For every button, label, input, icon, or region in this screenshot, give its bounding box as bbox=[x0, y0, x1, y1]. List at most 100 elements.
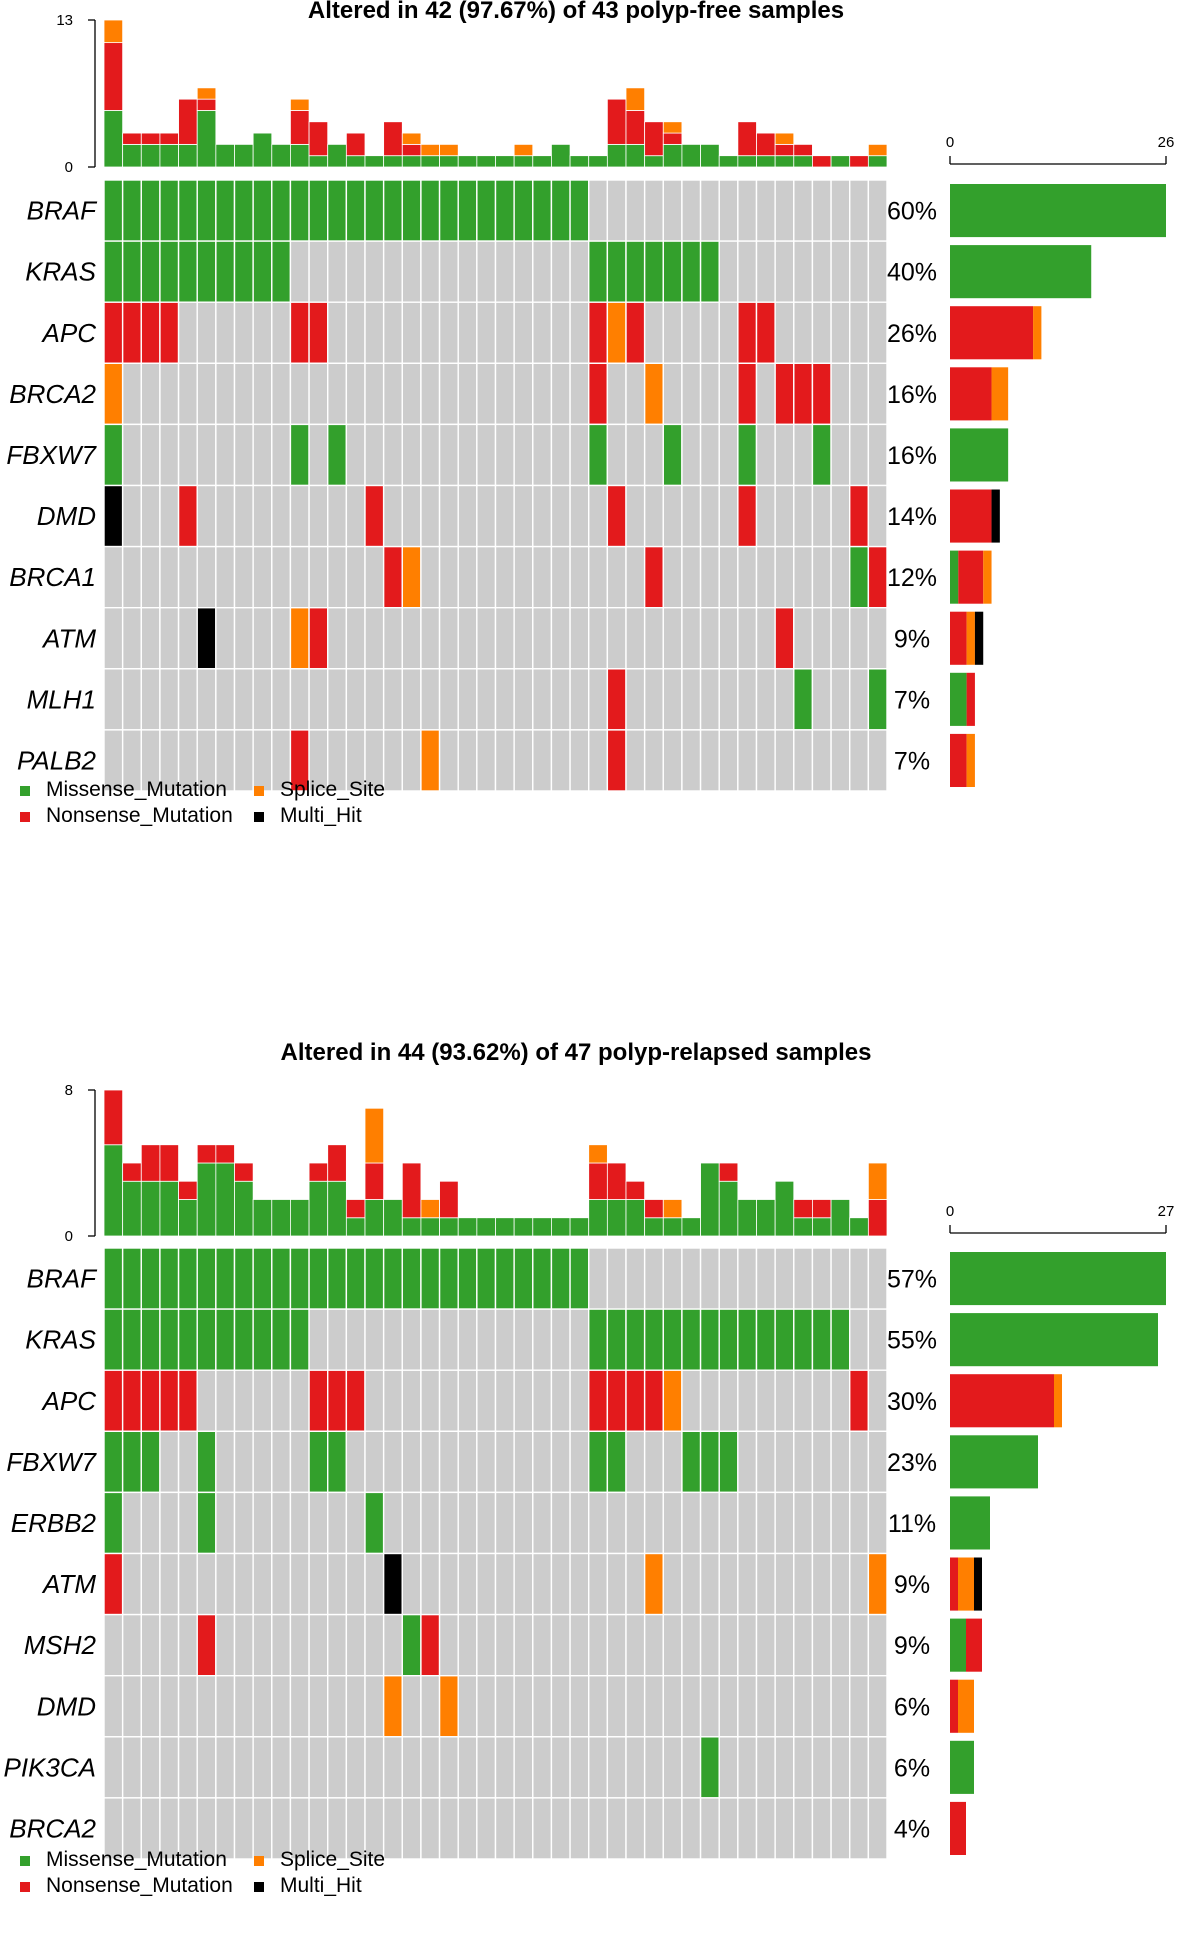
oncoplot-cell bbox=[364, 1491, 385, 1555]
oncoplot-cell bbox=[699, 1308, 720, 1371]
oncoplot-cell bbox=[121, 423, 142, 487]
top-bar-segment bbox=[215, 1162, 235, 1237]
percentage-label: 6% bbox=[894, 1693, 930, 1721]
top-bar-segment bbox=[345, 132, 366, 157]
oncoplot-cell bbox=[215, 1491, 236, 1555]
oncoplot-cell bbox=[662, 1613, 683, 1677]
top-bar-segment bbox=[774, 155, 795, 168]
oncoplot-cell bbox=[196, 1369, 217, 1432]
oncoplot-cell bbox=[532, 1430, 553, 1494]
oncoplot-cell bbox=[569, 1552, 590, 1616]
top-bar-segment bbox=[588, 1144, 608, 1164]
oncoplot-cell bbox=[271, 362, 292, 426]
oncoplot-cell bbox=[755, 301, 776, 365]
oncoplot-cell bbox=[532, 729, 553, 792]
oncoplot-cell bbox=[737, 668, 758, 731]
oncoplot-cell bbox=[718, 240, 739, 303]
oncoplot-cell bbox=[588, 1247, 609, 1310]
top-bar-segment bbox=[662, 1199, 683, 1219]
oncoplot-cell bbox=[588, 1369, 609, 1432]
side-bar-segment bbox=[991, 367, 1009, 421]
oncoplot-cell bbox=[867, 1613, 888, 1677]
oncoplot-cell bbox=[103, 1613, 124, 1677]
oncoplot-cell bbox=[457, 301, 478, 365]
oncoplot-cell bbox=[327, 240, 348, 303]
top-bar-segment bbox=[569, 1217, 590, 1237]
oncoplot-cell bbox=[327, 545, 348, 609]
oncoplot-cell bbox=[550, 729, 571, 792]
oncoplot-cell bbox=[364, 1613, 385, 1677]
oncoplot-cell bbox=[364, 179, 385, 242]
top-bar-segment bbox=[420, 143, 440, 157]
top-bar-segment bbox=[867, 1162, 888, 1200]
oncoplot-cell bbox=[252, 1552, 273, 1616]
oncoplot-cell bbox=[121, 240, 142, 303]
oncoplot-cell bbox=[196, 1674, 217, 1738]
side-bar-segment bbox=[950, 184, 1166, 238]
oncoplot-cell bbox=[345, 545, 366, 609]
oncoplot-cell bbox=[289, 1613, 310, 1677]
oncoplot-cell bbox=[438, 729, 459, 792]
top-bar-segment bbox=[662, 132, 683, 145]
oncoplot-cell bbox=[550, 1308, 571, 1371]
gene-label: MSH2 bbox=[24, 1630, 97, 1660]
oncoplot-cell bbox=[457, 1308, 478, 1371]
oncoplot-cell bbox=[774, 1491, 795, 1555]
side-axis-tick-label: 26 bbox=[1158, 134, 1175, 151]
oncoplot-cell bbox=[550, 1613, 571, 1677]
oncoplot-cell bbox=[625, 423, 646, 487]
percentage-label: 57% bbox=[887, 1266, 937, 1294]
oncoplot-cell bbox=[308, 179, 329, 242]
oncoplot-cell bbox=[662, 1797, 683, 1860]
oncoplot-cell bbox=[382, 1674, 403, 1738]
oncoplot-cell bbox=[401, 1247, 422, 1310]
oncoplot-cell bbox=[382, 484, 403, 548]
oncoplot-cell bbox=[550, 484, 571, 548]
oncoplot-cell bbox=[159, 1247, 180, 1310]
oncoplot-cell bbox=[681, 545, 702, 609]
oncoplot-cell bbox=[457, 240, 478, 303]
oncoplot-cell bbox=[494, 1308, 515, 1371]
oncoplot-cell bbox=[401, 1308, 422, 1371]
oncoplot-cell bbox=[364, 545, 385, 609]
oncoplot-cell bbox=[401, 301, 422, 365]
oncoplot-cell bbox=[793, 240, 814, 303]
side-bar-segment bbox=[950, 1252, 1166, 1306]
oncoplot-cell bbox=[718, 1491, 739, 1555]
oncoplot-cell bbox=[662, 301, 683, 365]
oncoplot-cell bbox=[737, 1308, 758, 1371]
oncoplot-cell bbox=[271, 1308, 292, 1371]
oncoplot-cell bbox=[140, 1430, 161, 1494]
oncoplot-cell bbox=[196, 1613, 217, 1677]
oncoplot-cell bbox=[233, 240, 254, 303]
oncoplot-cell bbox=[438, 1430, 459, 1494]
oncoplot-cell bbox=[550, 240, 571, 303]
oncoplot-cell bbox=[233, 1491, 254, 1555]
oncoplot-cell bbox=[252, 1736, 273, 1799]
percentage-label: 26% bbox=[887, 320, 937, 348]
oncoplot-cell bbox=[140, 240, 161, 303]
oncoplot-cell bbox=[159, 545, 180, 609]
top-bar-segment bbox=[439, 1217, 459, 1237]
oncoplot-cell bbox=[681, 240, 702, 303]
oncoplot-cell bbox=[140, 484, 161, 548]
oncoplot-cell bbox=[774, 179, 795, 242]
oncoplot-cell bbox=[196, 179, 217, 242]
oncoplot-cell bbox=[476, 1430, 497, 1494]
oncoplot-cell bbox=[699, 1613, 720, 1677]
oncoplot-cell bbox=[271, 607, 292, 670]
oncoplot-cell bbox=[457, 1674, 478, 1738]
top-bar-segment bbox=[793, 1199, 813, 1219]
oncoplot-cell bbox=[811, 1369, 832, 1432]
oncoplot-cell bbox=[625, 1430, 646, 1494]
oncoplot-cell bbox=[606, 729, 627, 792]
top-bar-segment bbox=[681, 1217, 701, 1237]
top-bar-segment bbox=[178, 1180, 198, 1200]
oncoplot-cell bbox=[867, 423, 888, 487]
oncoplot-cell bbox=[233, 1736, 254, 1799]
oncoplot-cell bbox=[737, 484, 758, 548]
oncoplot-cell bbox=[308, 668, 329, 731]
oncoplot-cell bbox=[345, 1552, 366, 1616]
oncoplot-cell bbox=[382, 1430, 403, 1494]
percentage-label: 16% bbox=[887, 381, 937, 409]
